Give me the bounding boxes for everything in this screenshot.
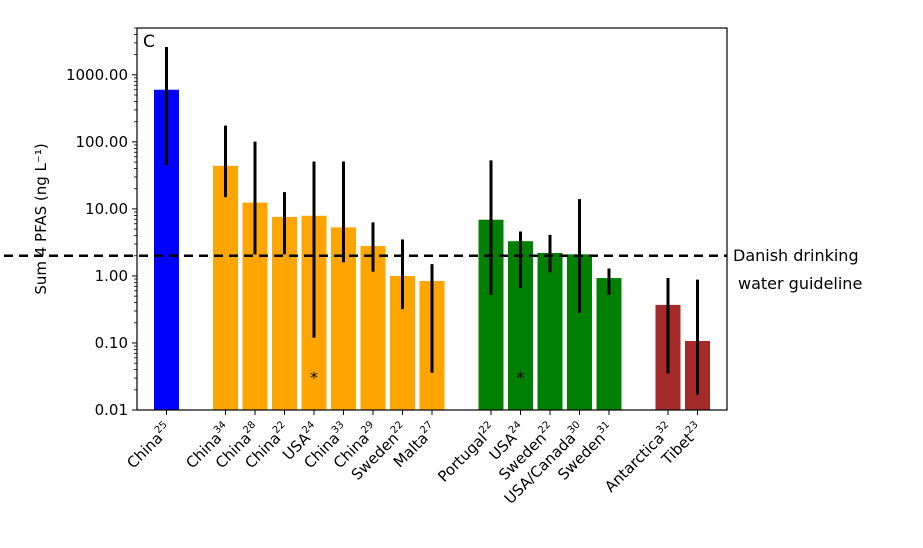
y-tick-label: 1.00 <box>95 267 128 285</box>
y-tick-label: 0.10 <box>95 334 128 352</box>
y-tick-label: 0.01 <box>95 401 128 419</box>
asterisk-marker: * <box>517 368 525 387</box>
bar <box>213 165 238 410</box>
y-tick-label: 100.00 <box>76 133 129 151</box>
bar <box>537 252 563 410</box>
asterisk-marker: * <box>310 368 318 387</box>
y-tick-label: 1000.00 <box>66 66 128 84</box>
x-axis: China25China34China28China22USA24China33… <box>123 410 701 508</box>
panel-label: C <box>143 32 155 52</box>
reference-label-line-2: water guideline <box>738 274 862 293</box>
bar <box>360 245 386 410</box>
y-axis: 0.01 0.10 1.00 10.00 100.00 1000.00 <box>66 27 137 419</box>
y-axis-label: Sum 4 PFAS (ng L⁻¹) <box>32 143 50 294</box>
y-tick-label: 10.00 <box>85 200 128 218</box>
bar <box>596 278 622 410</box>
reference-label-line-1: Danish drinking <box>733 246 859 265</box>
x-tick-label: China25 <box>123 419 176 472</box>
